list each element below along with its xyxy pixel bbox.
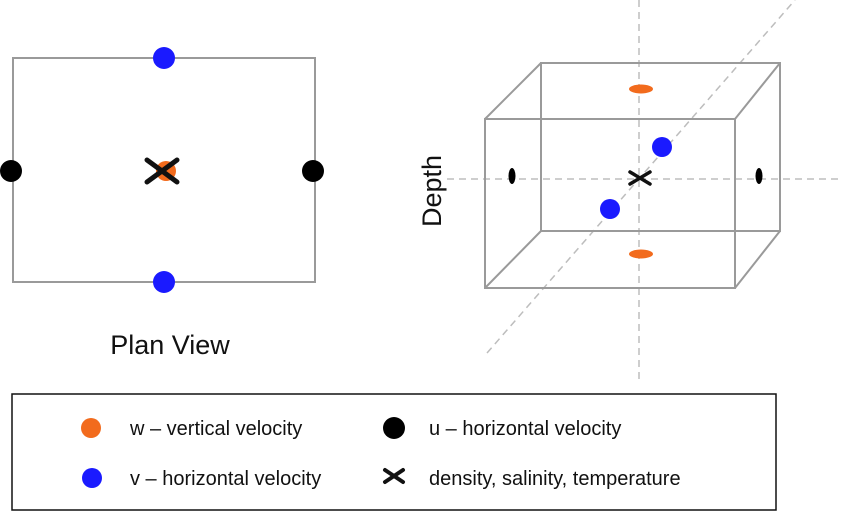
legend-box [11,393,777,511]
cube-u-right-dot [755,168,763,184]
legend-v-label: v – horizontal velocity [130,468,321,490]
plan-view: Plan View [0,47,324,360]
legend-w-label: w – vertical velocity [129,418,302,440]
cube-v-back-dot [652,137,672,157]
cube-w-top-dot [629,84,653,94]
cube-view: Depth [417,0,840,380]
plan-center-cross [144,157,180,185]
cube-back-face [540,62,781,232]
legend-w-symbol [81,418,101,438]
legend-cross-symbol [383,468,405,484]
cube-center-cross [628,170,652,186]
legend-cross-label: density, salinity, temperature [429,468,681,490]
cube-u-left-dot [508,168,516,184]
cube-axes [447,0,840,380]
cube-front-face [484,118,736,289]
plan-v-top-dot [153,47,175,69]
legend-v-symbol [82,468,102,488]
cube-box [484,62,781,289]
plan-u-left-dot [0,160,22,182]
legend-u-symbol [383,417,405,439]
plan-v-bottom-dot [153,271,175,293]
cube-v-front-dot [600,199,620,219]
legend-u-label: u – horizontal velocity [429,418,621,440]
depth-axis-label: Depth [417,155,447,227]
cube-w-bottom-dot [629,249,653,259]
legend: w – vertical velocity u – horizontal vel… [11,393,777,511]
plan-view-title: Plan View [110,330,230,360]
plan-u-right-dot [302,160,324,182]
